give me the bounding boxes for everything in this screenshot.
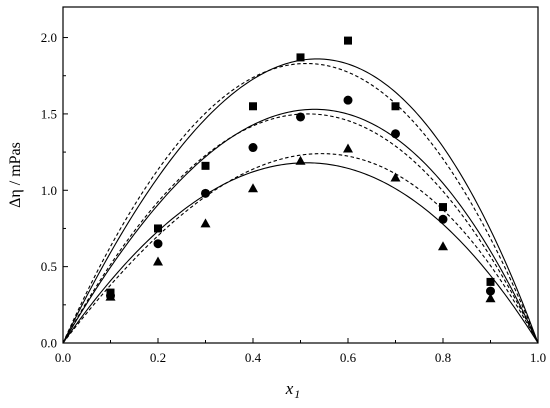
square-marker bbox=[201, 161, 210, 170]
fit-curves bbox=[62, 58, 539, 344]
triangle-marker bbox=[248, 183, 258, 193]
square-marker bbox=[296, 53, 305, 62]
triangle-marker bbox=[390, 172, 401, 182]
triangle-marker bbox=[295, 155, 306, 165]
triangle-marker bbox=[200, 218, 211, 228]
square-fit-solid-line bbox=[62, 58, 539, 344]
square-fit-dashed-line bbox=[62, 62, 539, 344]
square-marker bbox=[439, 203, 447, 212]
circle-fit-solid-line bbox=[62, 108, 539, 344]
triangle-marker bbox=[153, 256, 163, 266]
y-tick-label: 1.5 bbox=[41, 106, 57, 121]
circle-marker bbox=[248, 143, 258, 153]
x-tick-label: 0.2 bbox=[150, 350, 166, 365]
triangle-marker bbox=[105, 291, 116, 301]
circle-marker bbox=[391, 129, 400, 139]
x-axis-label-subscript: 1 bbox=[294, 387, 300, 401]
x-tick-label: 0.6 bbox=[340, 350, 357, 365]
circle-marker bbox=[296, 112, 305, 122]
triangle-marker bbox=[485, 293, 496, 303]
triangle-fit-dashed-line bbox=[62, 153, 539, 344]
y-axis-ticks: 0.0 0.5 1.0 1.5 2.0 bbox=[41, 30, 68, 351]
x-axis-label: x1 bbox=[285, 379, 301, 401]
circle-marker bbox=[201, 188, 210, 198]
y-tick-label: 0.0 bbox=[41, 336, 57, 351]
x-tick-label: 0.0 bbox=[55, 350, 71, 365]
square-marker bbox=[154, 224, 162, 233]
square-marker bbox=[249, 102, 257, 111]
circle-marker bbox=[438, 214, 448, 224]
y-tick-label: 1.0 bbox=[41, 183, 57, 198]
y-axis-label: Δη / mPas bbox=[7, 142, 24, 208]
circle-marker bbox=[486, 286, 495, 296]
x-tick-label: 0.4 bbox=[245, 350, 262, 365]
square-marker bbox=[486, 277, 495, 286]
x-tick-label: 0.8 bbox=[435, 350, 451, 365]
data-markers bbox=[105, 36, 496, 303]
y-tick-label: 0.5 bbox=[41, 259, 57, 274]
circle-fit-dashed-line bbox=[62, 113, 539, 344]
square-marker bbox=[391, 102, 400, 111]
x-axis-ticks: 0.0 0.2 0.4 0.6 0.8 1.0 bbox=[55, 338, 546, 365]
circle-marker bbox=[153, 239, 163, 249]
circle-marker bbox=[343, 95, 353, 105]
triangle-marker bbox=[438, 241, 448, 251]
triangle-fit-solid-line bbox=[62, 162, 539, 344]
triangle-marker bbox=[343, 143, 353, 153]
square-marker bbox=[344, 36, 352, 45]
x-tick-label: 1.0 bbox=[530, 350, 546, 365]
y-tick-label: 2.0 bbox=[41, 30, 57, 45]
